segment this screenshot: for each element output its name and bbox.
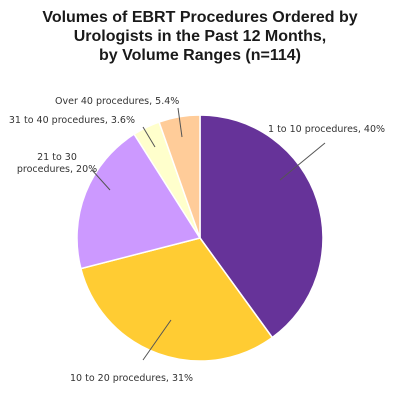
leader-line-0 [279, 142, 326, 181]
leader-line-2 [91, 169, 111, 191]
slice-label-2-line-0: 21 to 30 [37, 152, 77, 163]
leader-line-4 [177, 107, 183, 138]
slice-label-3-line-0: 31 to 40 procedures, 3.6% [9, 115, 135, 126]
pie-slice-1 [79, 237, 274, 362]
chart-title-line-2: Urologists in the Past 12 Months, [73, 28, 327, 45]
pie-slice-0 [199, 114, 324, 339]
pie-slice-2 [76, 133, 202, 270]
slice-label-2-line-1: procedures, 20% [17, 164, 97, 175]
slice-label-4-line-0: Over 40 procedures, 5.4% [55, 96, 179, 107]
chart-title-line-3: by Volume Ranges (n=114) [99, 47, 301, 64]
slice-label-0-line-0: 1 to 10 procedures, 40% [268, 124, 385, 135]
leader-line-3 [142, 126, 156, 148]
chart-title: Volumes of EBRT Procedures Ordered by Ur… [0, 8, 400, 65]
leader-line-1 [142, 319, 172, 361]
chart-title-line-1: Volumes of EBRT Procedures Ordered by [42, 9, 358, 26]
slice-label-1-line-0: 10 to 20 procedures, 31% [70, 373, 193, 384]
